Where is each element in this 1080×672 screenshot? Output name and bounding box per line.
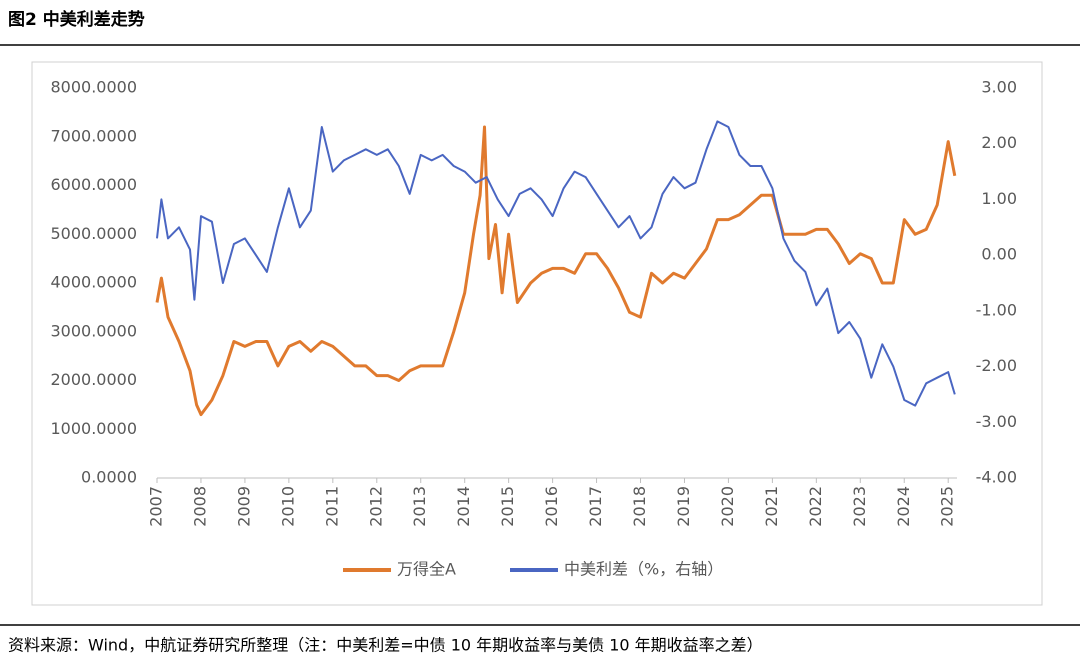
x-tick-label: 2019	[674, 486, 693, 527]
x-tick-label: 2012	[366, 486, 385, 527]
x-tick-label: 2017	[586, 486, 605, 527]
y-tick-label: 3000.0000	[50, 321, 137, 340]
legend-label: 中美利差（%，右轴）	[564, 560, 723, 579]
x-tick-label: 2011	[322, 486, 341, 527]
source-note: 资料来源：Wind，中航证券研究所整理（注：中美利差=中债 10 年期收益率与美…	[8, 636, 763, 655]
y2-tick-label: 0.00	[981, 245, 1017, 264]
x-tick-label: 2007	[147, 486, 166, 527]
y2-tick-label: 1.00	[981, 189, 1017, 208]
y2-tick-label: -3.00	[976, 412, 1017, 431]
y-tick-label: 4000.0000	[50, 273, 137, 292]
x-tick-label: 2016	[542, 486, 561, 527]
y2-tick-label: -2.00	[976, 356, 1017, 375]
y2-tick-label: 3.00	[981, 78, 1017, 97]
x-tick-label: 2025	[938, 486, 957, 527]
y-tick-label: 8000.0000	[50, 78, 137, 97]
x-tick-label: 2020	[718, 486, 737, 527]
x-tick-label: 2023	[850, 486, 869, 527]
x-tick-label: 2009	[234, 486, 253, 527]
y-tick-label: 0.0000	[81, 468, 137, 487]
x-tick-label: 2013	[410, 486, 429, 527]
x-tick-label: 2018	[630, 486, 649, 527]
y-tick-label: 5000.0000	[50, 224, 137, 243]
x-tick-label: 2010	[278, 486, 297, 527]
chart-frame	[31, 61, 1043, 606]
series-line	[156, 120, 956, 407]
y2-tick-label: -4.00	[976, 468, 1017, 487]
x-tick-label: 2024	[894, 486, 913, 527]
y-tick-label: 7000.0000	[50, 126, 137, 145]
x-tick-label: 2014	[454, 486, 473, 527]
y2-tick-label: 2.00	[981, 133, 1017, 152]
y-tick-label: 2000.0000	[50, 370, 137, 389]
x-tick-label: 2008	[190, 486, 209, 527]
y2-tick-label: -1.00	[976, 300, 1017, 319]
y-tick-label: 1000.0000	[50, 419, 137, 438]
series-line	[155, 125, 957, 417]
y-tick-label: 6000.0000	[50, 175, 137, 194]
chart-title: 图2 中美利差走势	[8, 9, 145, 30]
x-tick-label: 2022	[806, 486, 825, 527]
x-tick-label: 2015	[498, 486, 517, 527]
legend-label: 万得全A	[397, 560, 456, 579]
x-tick-label: 2021	[762, 486, 781, 527]
